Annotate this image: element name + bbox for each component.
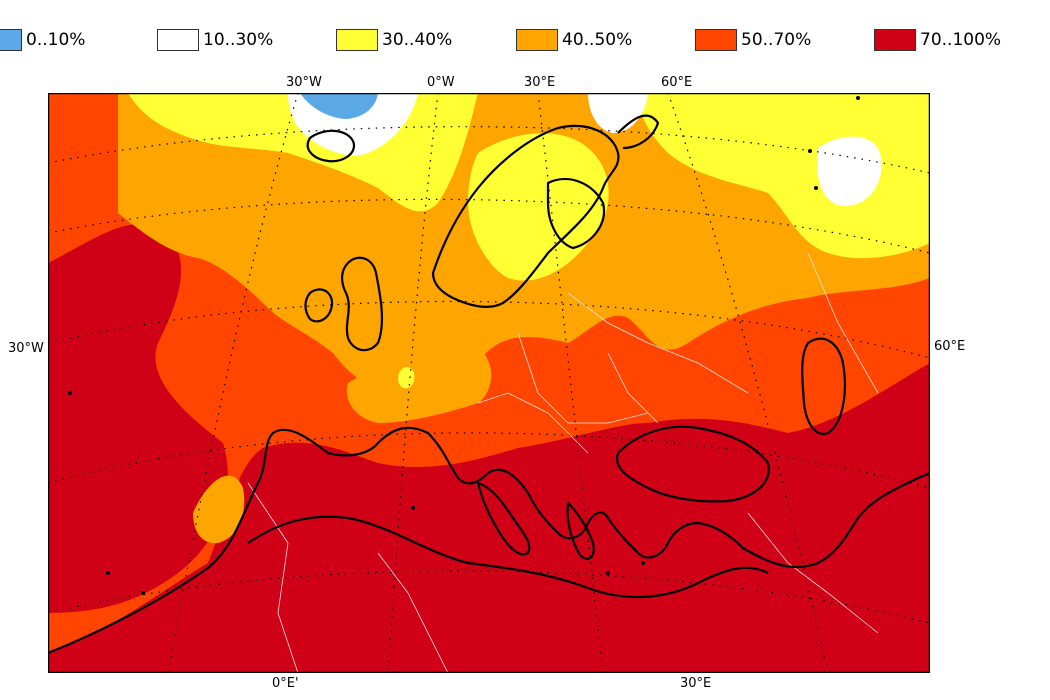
- graticule-lat-3: [48, 300, 930, 359]
- legend-label-30-40: 30..40%: [382, 30, 453, 50]
- legend-swatch-10-30: [157, 29, 199, 51]
- coastline-balkans: [566, 501, 595, 560]
- field-40-50-france: [346, 347, 492, 423]
- border-line-3: [567, 292, 749, 394]
- legend-item-30-40: 30..40%: [336, 28, 452, 52]
- coord-label-right-60e: 60°E: [934, 339, 966, 354]
- map-canvas: [48, 93, 930, 673]
- legend-item-70-100: 70..100%: [874, 28, 1001, 52]
- coord-label-top-60e: 60°E: [661, 75, 693, 90]
- coord-label-bottom-30e: 30°E: [680, 676, 712, 691]
- island-dot-3: [814, 186, 818, 190]
- legend-label-50-70: 50..70%: [741, 30, 812, 50]
- legend-item-40-50: 40..50%: [516, 28, 632, 52]
- island-dot-2: [808, 149, 812, 153]
- coord-label-top-30w: 30°W: [286, 75, 322, 90]
- coastline-scandinavia: [431, 124, 620, 308]
- island-dot-4: [106, 571, 110, 575]
- legend-swatch-50-70: [695, 29, 737, 51]
- field-10-30-barents: [588, 93, 648, 133]
- island-dot-7: [411, 506, 415, 510]
- border-line-1: [517, 332, 649, 424]
- border-line-5: [247, 482, 299, 673]
- legend-item-10-30: 10..30%: [157, 28, 273, 52]
- coastlines: [48, 114, 930, 655]
- legend-label-0-10: 0..10%: [26, 30, 86, 50]
- graticule-lat-2: [48, 198, 930, 254]
- legend-swatch-70-100: [874, 29, 916, 51]
- coord-label-bottom-0e: 0°E': [272, 676, 299, 691]
- legend-swatch-30-40: [336, 29, 378, 51]
- coastline-ireland: [304, 288, 334, 323]
- islands: [68, 96, 860, 595]
- island-dot-8: [606, 571, 610, 575]
- legend-swatch-40-50: [516, 29, 558, 51]
- border-line-7: [747, 512, 879, 634]
- legend: 0..10% 10..30% 30..40% 40..50% 50..70% 7…: [0, 0, 1050, 60]
- coord-label-top-30e: 30°E: [524, 75, 556, 90]
- coord-label-top-0w: 0°W: [427, 75, 455, 90]
- legend-item-0-10: 0..10%: [0, 28, 85, 52]
- graticule-lat-5: [48, 570, 930, 624]
- field-40-50-atlantic-tongue: [193, 475, 245, 544]
- legend-label-10-30: 10..30%: [203, 30, 274, 50]
- border-line-2: [477, 392, 589, 454]
- island-dot-9: [641, 561, 645, 565]
- country-borders: [247, 252, 879, 673]
- coastline-north-africa: [247, 515, 769, 599]
- coastline-finland: [546, 178, 606, 250]
- legend-swatch-0-10: [0, 29, 22, 51]
- map-frame: [48, 93, 930, 673]
- field-30-40-scandinavia: [468, 133, 609, 281]
- border-line-6: [377, 552, 449, 673]
- coord-label-left-30w: 30°W: [8, 341, 44, 356]
- coastline-italy: [476, 481, 531, 556]
- legend-label-70-100: 70..100%: [920, 30, 1002, 50]
- island-dot-6: [68, 391, 72, 395]
- coastline-novaya-zemlya: [617, 114, 660, 150]
- legend-item-50-70: 50..70%: [695, 28, 811, 52]
- border-line-4: [607, 352, 659, 424]
- island-dot-1: [856, 96, 860, 100]
- field-70-100-atlantic: [48, 223, 228, 613]
- coastline-black-sea: [615, 425, 770, 503]
- field-0-10-greenland-sea: [300, 93, 378, 119]
- field-30-40-france-spot: [398, 367, 415, 389]
- border-line-8: [807, 252, 879, 394]
- probability-map: [48, 93, 930, 673]
- field-30-40-northeast: [638, 93, 930, 259]
- coastline-iceland: [306, 129, 356, 163]
- coastline-britain: [341, 256, 384, 352]
- island-dot-5: [141, 591, 145, 595]
- coastline-mainland: [48, 426, 930, 655]
- coastline-caspian: [801, 337, 846, 436]
- legend-label-40-50: 40..50%: [562, 30, 633, 50]
- field-70-100-south: [48, 363, 930, 673]
